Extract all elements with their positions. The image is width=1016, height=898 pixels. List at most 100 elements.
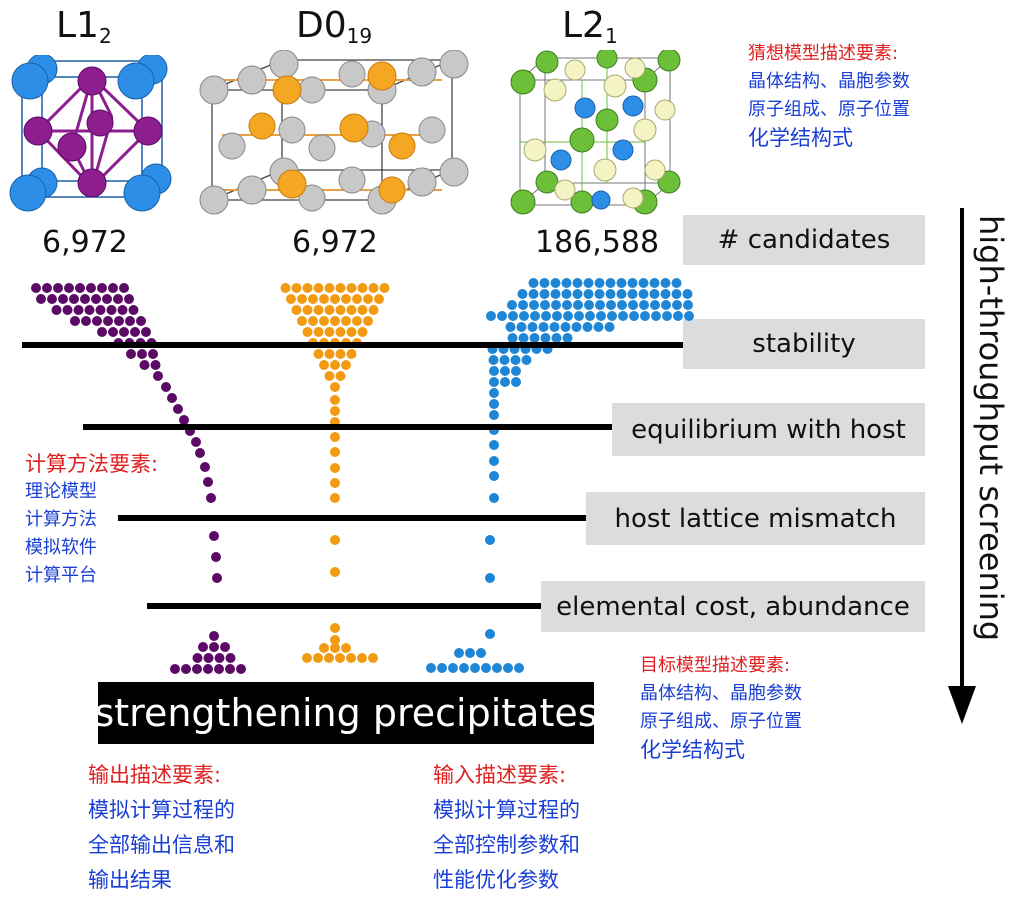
funnel-dot-l12 (113, 294, 123, 304)
funnel-dot-d019 (319, 316, 329, 326)
funnel-dot-l12 (117, 305, 128, 315)
funnel-dot-d019 (335, 653, 345, 663)
funnel-dot-d019 (357, 327, 368, 337)
funnel-dot-l12 (211, 552, 221, 562)
funnel-dot-l21 (594, 289, 605, 299)
funnel-dot-l12 (84, 305, 95, 315)
funnel-dot-l21 (538, 322, 549, 332)
funnel-dot-l21 (517, 289, 528, 299)
funnel-dot-l12 (80, 294, 90, 304)
funnel-dot-d019 (330, 316, 340, 326)
funnel-dot-d019 (330, 406, 340, 416)
funnel-dot-l21 (518, 300, 528, 310)
funnel-dot-l12 (137, 349, 147, 359)
funnel-dot-d019 (346, 349, 357, 359)
funnel-dot-l12 (119, 283, 129, 293)
funnel-dot-d019 (330, 382, 340, 392)
funnel-dot-l21 (489, 471, 499, 481)
count-l21: 186,588 (535, 225, 660, 260)
funnel-dot-d019 (324, 327, 335, 337)
funnel-dot-l12 (139, 360, 150, 370)
funnel-dot-l12 (126, 349, 136, 359)
funnel-dot-d019 (335, 305, 346, 315)
funnel-dot-l21 (561, 278, 572, 288)
funnel-dot-d019 (357, 653, 367, 663)
funnel-dot-d019 (374, 294, 384, 304)
funnel-dot-l21 (529, 300, 539, 310)
funnel-dot-l21 (595, 300, 605, 310)
funnel-dot-l21 (649, 278, 660, 288)
note-guess-head: 猜想模型描述要素: (748, 43, 899, 64)
funnel-dot-l21 (489, 456, 499, 466)
funnel-dot-l21 (640, 311, 650, 321)
threshold-line-mismatch (118, 515, 586, 521)
funnel-dot-d019 (335, 349, 346, 359)
funnel-dot-d019 (324, 349, 335, 359)
funnel-dot-l21 (530, 311, 540, 321)
funnel-dot-l21 (573, 300, 583, 310)
funnel-dot-l21 (562, 300, 572, 310)
funnel-dot-d019 (330, 463, 340, 473)
funnel-dot-l21 (489, 366, 499, 376)
funnel-dot-l21 (540, 333, 551, 343)
note-input-item: 性能优化参数 (433, 868, 559, 892)
note-output-item: 输出结果 (88, 868, 172, 892)
funnel-dot-l21 (510, 355, 521, 365)
funnel-dot-l21 (489, 377, 499, 387)
funnel-dot-l21 (528, 289, 539, 299)
funnel-dot-l21 (485, 573, 495, 583)
funnel-dot-l21 (539, 278, 550, 288)
funnel-dot-l21 (618, 311, 628, 321)
funnel-dot-d019 (368, 653, 378, 663)
funnel-dot-l21 (489, 493, 499, 503)
funnel-dot-d019 (291, 283, 302, 293)
funnel-dot-l12 (62, 305, 73, 315)
funnel-dot-d019 (313, 349, 324, 359)
funnel-dot-l21 (596, 311, 606, 321)
funnel-dot-l12 (192, 653, 203, 663)
note-method-item: 理论模型 (25, 481, 97, 502)
funnel-dot-l12 (225, 664, 235, 674)
threshold-line-stability (22, 342, 683, 348)
funnel-dot-d019 (368, 283, 379, 293)
funnel-dot-d019 (319, 360, 329, 370)
funnel-dot-l21 (616, 278, 627, 288)
funnel-dot-l21 (541, 311, 551, 321)
funnel-dot-d019 (330, 643, 340, 653)
funnel-dot-l21 (470, 663, 480, 673)
funnel-dot-l12 (209, 531, 219, 541)
funnel-dot-l21 (607, 311, 617, 321)
funnel-dot-d019 (330, 493, 340, 503)
funnel-dot-d019 (313, 283, 324, 293)
funnel-dot-d019 (341, 294, 351, 304)
l21-crystal-icon (510, 50, 681, 215)
funnel-dot-d019 (346, 327, 357, 337)
funnel-dot-d019 (324, 283, 335, 293)
funnel-dot-l21 (529, 333, 540, 343)
funnel-dot-l21 (454, 648, 464, 658)
structure-title-l12: L12 (56, 5, 112, 48)
structure-title-d019: D019 (296, 5, 373, 48)
funnel-dot-l12 (203, 664, 213, 674)
funnel-dot-l21 (673, 311, 683, 321)
funnel-dot-d019 (313, 305, 324, 315)
funnel-dot-d019 (346, 283, 357, 293)
funnel-dot-l21 (540, 300, 550, 310)
funnel-dot-l21 (551, 333, 562, 343)
funnel-dot-d019 (308, 316, 318, 326)
funnel-dot-d019 (291, 305, 302, 315)
funnel-dot-d019 (313, 327, 324, 337)
funnel-dot-l12 (73, 305, 84, 315)
funnel-dot-l12 (69, 294, 79, 304)
funnel-dot-l12 (81, 316, 91, 326)
funnel-dot-l21 (521, 355, 532, 365)
funnel-dot-l12 (198, 642, 208, 652)
funnel-dot-l21 (593, 322, 604, 332)
note-guess-item: 原子组成、原子位置 (748, 99, 910, 120)
funnel-dot-d019 (319, 643, 329, 653)
funnel-dot-l21 (660, 289, 671, 299)
funnel-dot-d019 (363, 316, 373, 326)
funnel-dot-l21 (638, 289, 649, 299)
note-guess-item: 化学结构式 (748, 126, 853, 150)
funnel-dot-l12 (108, 283, 118, 293)
